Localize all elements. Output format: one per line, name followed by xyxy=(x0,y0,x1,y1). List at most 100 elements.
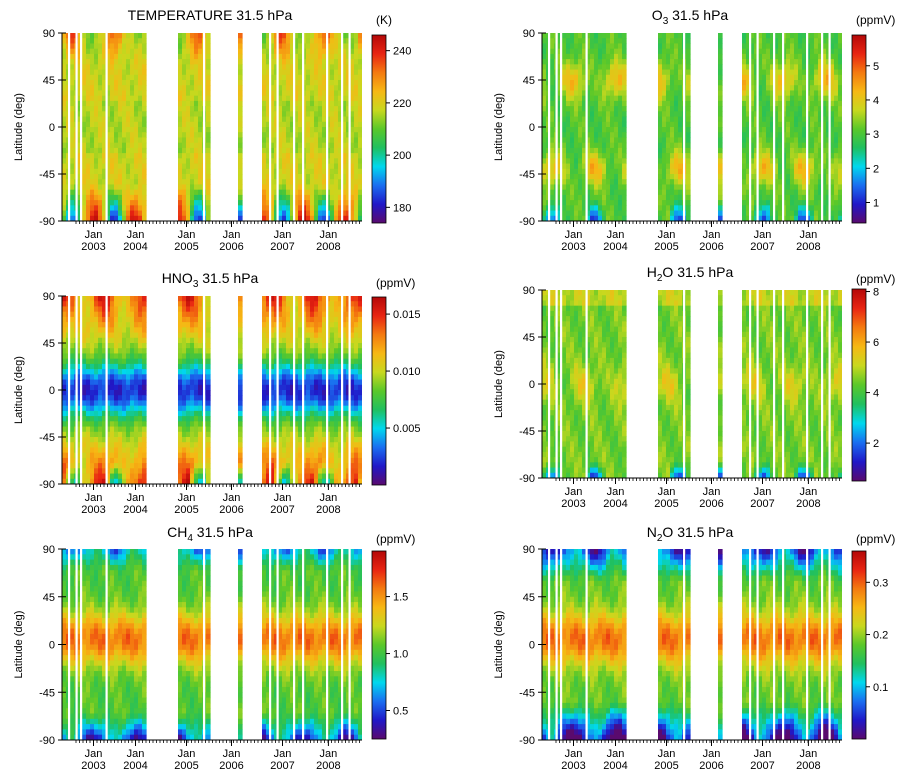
heatmap-cell xyxy=(262,205,267,212)
heatmap-cell xyxy=(770,158,775,165)
heatmap-cell xyxy=(102,147,107,154)
heatmap-cell xyxy=(822,43,827,50)
heatmap-cell xyxy=(290,69,295,76)
heatmap-cell xyxy=(582,163,587,170)
heatmap-cell xyxy=(130,421,135,428)
heatmap-cell xyxy=(70,179,75,186)
heatmap-cell xyxy=(614,179,619,186)
heatmap-cell xyxy=(110,332,115,339)
heatmap-cell xyxy=(622,69,627,76)
heatmap-cell xyxy=(790,69,795,76)
heatmap-cell xyxy=(354,111,359,118)
heatmap-cell xyxy=(306,179,311,186)
heatmap-cell xyxy=(194,43,199,50)
x-tick-label-month: Jan xyxy=(320,229,338,241)
heatmap-cell xyxy=(838,100,842,107)
heatmap-cell xyxy=(810,85,815,92)
heatmap-cell xyxy=(610,132,615,139)
heatmap-cell xyxy=(678,33,683,39)
heatmap-cell xyxy=(310,127,315,133)
heatmap-cell xyxy=(590,90,595,97)
heatmap-cell xyxy=(94,343,99,349)
heatmap-cell xyxy=(790,184,795,191)
heatmap-cell xyxy=(118,322,123,328)
heatmap-cell xyxy=(806,210,811,217)
heatmap-cell xyxy=(114,174,119,180)
heatmap-cell xyxy=(282,121,287,128)
heatmap-cell xyxy=(602,189,607,196)
heatmap-cell xyxy=(326,153,331,159)
heatmap-cell xyxy=(334,111,339,118)
heatmap-cell xyxy=(810,200,815,206)
heatmap-cell xyxy=(602,174,607,180)
heatmap-cell xyxy=(298,137,303,144)
heatmap-cells xyxy=(542,33,842,221)
heatmap-cell xyxy=(182,53,187,60)
heatmap-cell xyxy=(114,447,119,454)
heatmap-cell xyxy=(770,85,775,92)
heatmap-cell xyxy=(86,48,91,55)
heatmap-cell xyxy=(338,48,343,55)
heatmap-cell xyxy=(766,194,771,201)
heatmap-cell xyxy=(790,64,795,71)
heatmap-cell xyxy=(62,437,67,443)
heatmap-cell xyxy=(658,215,663,221)
heatmap-cell xyxy=(94,106,99,112)
heatmap-cell xyxy=(294,69,299,76)
heatmap-cell xyxy=(814,158,819,165)
heatmap-cell xyxy=(578,142,583,149)
heatmap-cell xyxy=(114,322,119,328)
heatmap-cell xyxy=(102,400,107,407)
heatmap-cell xyxy=(778,85,783,92)
heatmap-cell xyxy=(70,348,75,355)
heatmap-cell xyxy=(798,127,803,133)
heatmap-cell xyxy=(114,147,119,154)
heatmap-cell xyxy=(338,174,343,180)
y-tick-label: 45 xyxy=(523,75,535,87)
heatmap-cell xyxy=(806,90,811,97)
heatmap-cell xyxy=(134,416,139,422)
heatmap-cell xyxy=(330,153,335,159)
heatmap-cell xyxy=(62,200,67,206)
heatmap-cell xyxy=(342,153,347,159)
heatmap-cell xyxy=(94,80,99,86)
heatmap-cell xyxy=(674,64,679,71)
heatmap-cell xyxy=(102,205,107,212)
heatmap-cell xyxy=(86,168,91,175)
heatmap-cell xyxy=(322,194,327,201)
heatmap-cell xyxy=(618,121,623,128)
heatmap-cell xyxy=(794,158,799,165)
heatmap-cell xyxy=(818,38,823,45)
heatmap-cell xyxy=(198,158,203,165)
heatmap-cell xyxy=(590,100,595,107)
heatmap-cell xyxy=(130,358,135,365)
heatmap-cell xyxy=(122,390,127,396)
heatmap-cell xyxy=(278,74,283,81)
heatmap-cell xyxy=(110,142,115,149)
heatmap-cell xyxy=(190,179,195,186)
heatmap-cell xyxy=(90,174,95,180)
heatmap-cell xyxy=(114,121,119,128)
heatmap-cell xyxy=(618,90,623,97)
heatmap-cell xyxy=(586,205,591,212)
heatmap-cell xyxy=(62,316,67,323)
heatmap-cell xyxy=(670,132,675,139)
heatmap-cell xyxy=(770,184,775,191)
heatmap-cell xyxy=(298,158,303,165)
heatmap-cell xyxy=(138,316,143,323)
heatmap-cell xyxy=(118,48,123,55)
heatmap-cell xyxy=(134,127,139,133)
heatmap-cell xyxy=(186,153,191,159)
heatmap-cell xyxy=(674,153,679,159)
heatmap-cell xyxy=(302,210,307,217)
heatmap-cell xyxy=(786,168,791,175)
heatmap-cell xyxy=(570,106,575,112)
heatmap-cell xyxy=(82,390,87,396)
heatmap-cell xyxy=(190,184,195,191)
heatmap-cell xyxy=(802,179,807,186)
heatmap-cell xyxy=(598,43,603,50)
heatmap-cell xyxy=(262,69,267,76)
heatmap-cell xyxy=(194,95,199,102)
heatmap-cell xyxy=(834,59,839,65)
heatmap-cell xyxy=(606,53,611,60)
